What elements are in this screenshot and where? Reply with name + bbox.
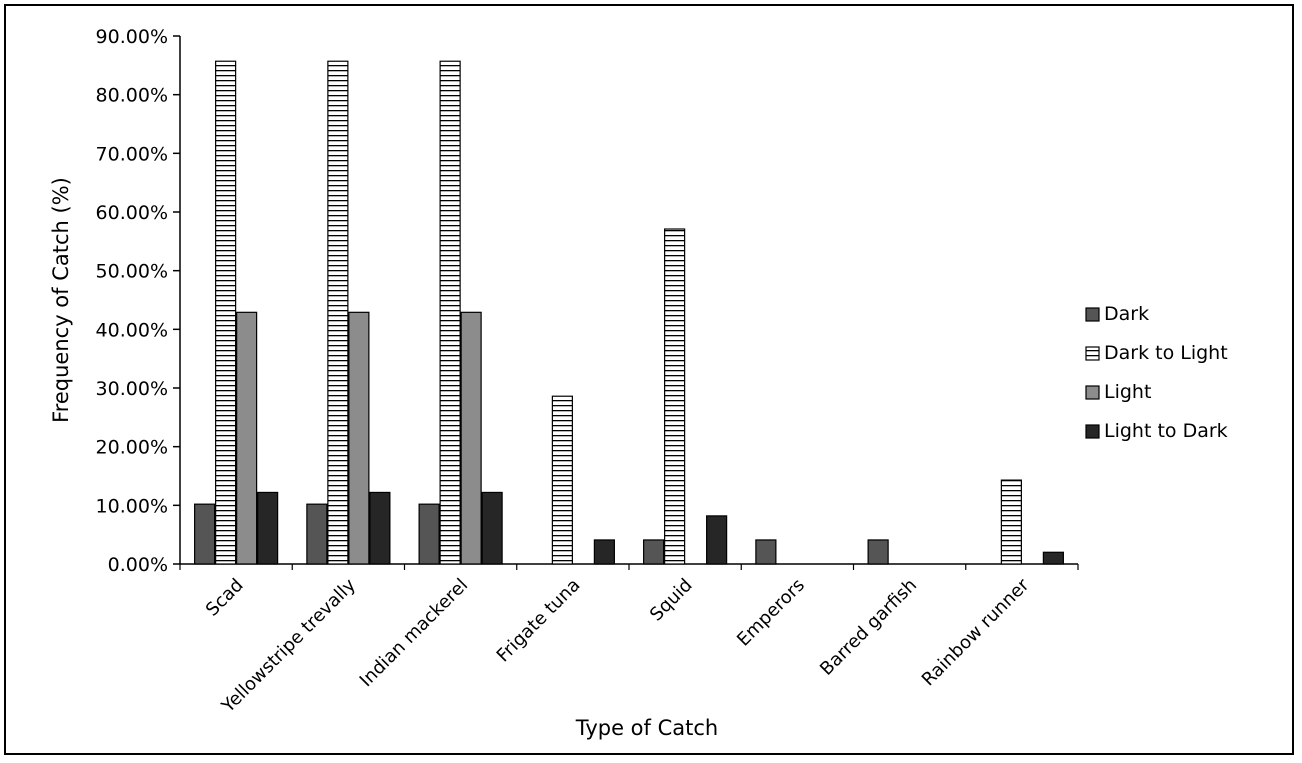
bar-dark-to-light: [551, 395, 573, 565]
bar-light-to-dark: [369, 491, 391, 565]
legend-swatch: [1085, 307, 1100, 322]
x-axis-title: Type of Catch: [575, 716, 718, 740]
legend-swatch: [1085, 346, 1100, 361]
bar-dark: [867, 539, 889, 565]
bar-light: [460, 311, 482, 565]
x-category-label: Rainbow runner: [918, 574, 1034, 690]
bar-light-to-dark: [706, 515, 728, 565]
y-tick-label: 0.00%: [108, 554, 168, 576]
y-tick-label: 90.00%: [96, 26, 168, 48]
legend-swatch: [1085, 385, 1100, 400]
y-tick-label: 20.00%: [96, 437, 168, 459]
bars: [194, 60, 1064, 565]
legend-label: Dark to Light: [1104, 342, 1228, 364]
legend: Dark Dark to Light Light Light to Dark: [1085, 303, 1228, 442]
x-category-label: Squid: [646, 575, 697, 626]
bar-dark: [643, 539, 665, 565]
bar-dark: [194, 503, 216, 565]
bar-dark: [306, 503, 328, 565]
bar-dark-to-light: [664, 228, 686, 565]
bar-light: [348, 311, 370, 565]
bar-dark-to-light: [1000, 479, 1022, 565]
y-tick-label: 40.00%: [96, 319, 168, 341]
x-category-label: Indian mackerel: [356, 575, 472, 691]
legend-label: Light: [1104, 381, 1151, 403]
bar-light-to-dark: [481, 491, 503, 565]
bar-dark-to-light: [215, 60, 237, 565]
bar-light: [236, 311, 258, 565]
y-tick-label: 70.00%: [96, 143, 168, 165]
y-axis-title: Frequency of Catch (%): [49, 177, 73, 423]
bar-dark-to-light: [327, 60, 349, 565]
bar-dark: [755, 539, 777, 565]
x-category-label: Barred garfish: [816, 575, 921, 680]
legend-label: Light to Dark: [1104, 420, 1228, 442]
bar-dark-to-light: [439, 60, 461, 565]
y-tick-label: 10.00%: [96, 495, 168, 517]
bar-light-to-dark: [257, 491, 279, 565]
bar-light-to-dark: [1042, 551, 1064, 565]
legend-swatch: [1085, 424, 1100, 439]
y-tick-label: 80.00%: [96, 85, 168, 107]
bar-light-to-dark: [593, 539, 615, 565]
y-tick-label: 50.00%: [96, 261, 168, 283]
x-category-label: Emperors: [733, 575, 809, 651]
y-tick-label: 30.00%: [96, 378, 168, 400]
y-tick-label: 60.00%: [96, 202, 168, 224]
axes: [173, 35, 1079, 570]
legend-label: Dark: [1104, 303, 1149, 325]
x-category-label: Frigate tuna: [493, 575, 585, 667]
x-category-label: Scad: [202, 575, 248, 621]
bar-dark: [418, 503, 440, 565]
